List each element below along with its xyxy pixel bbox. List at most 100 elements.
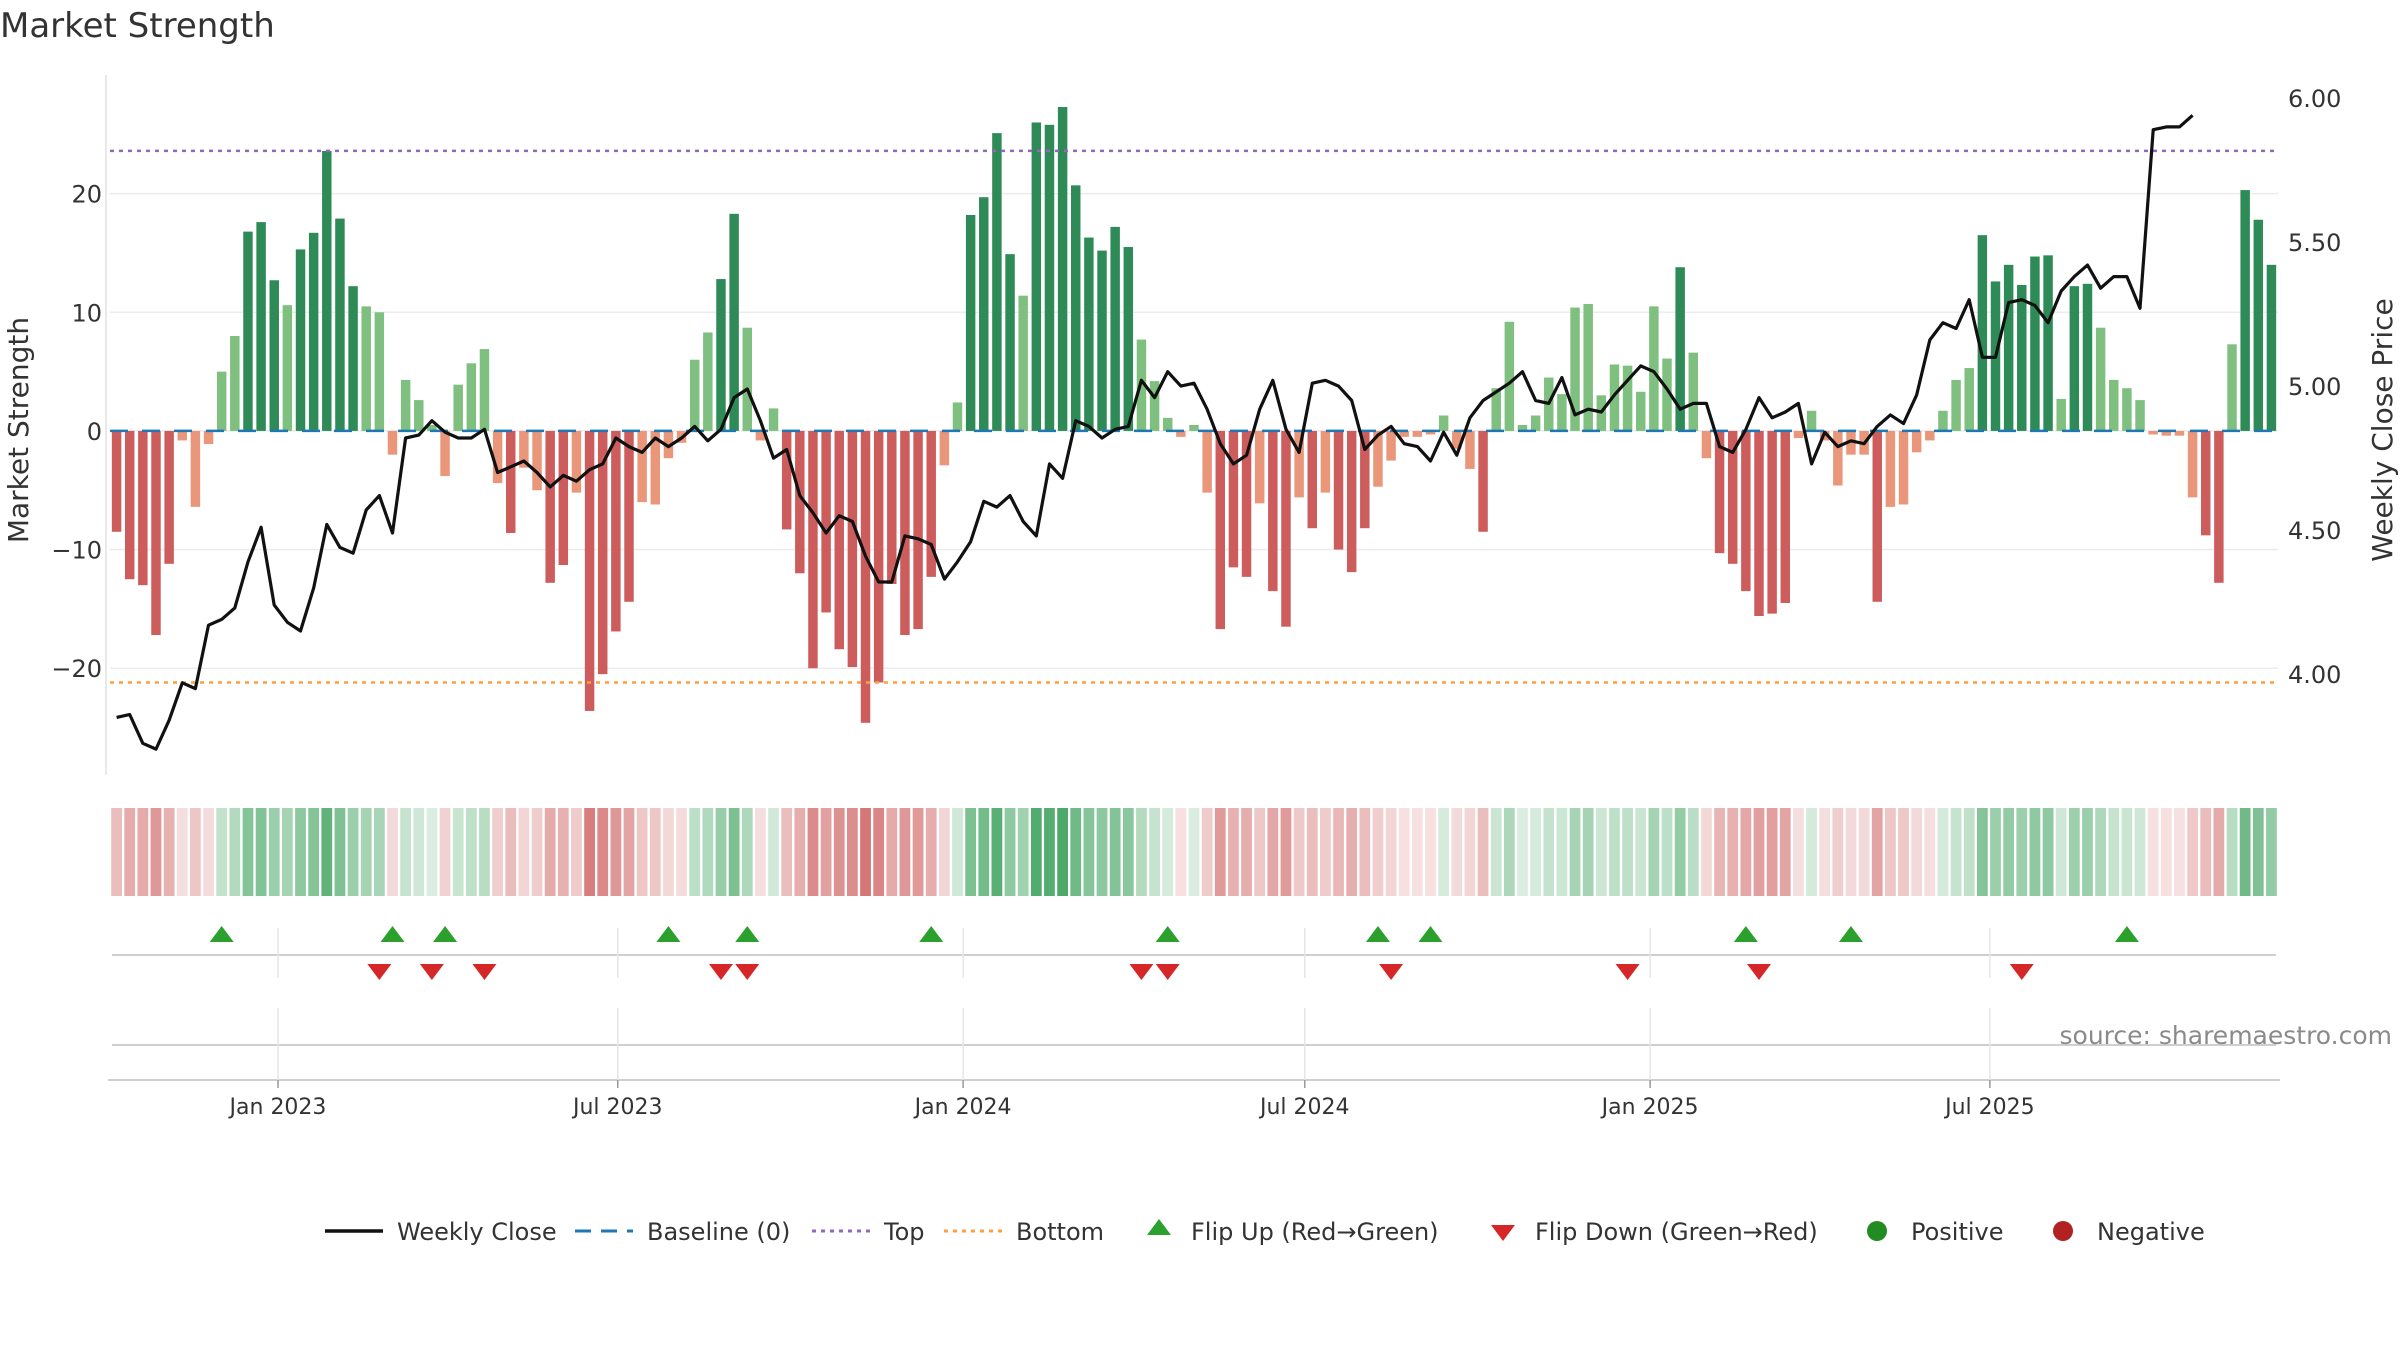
strength-bar [1399, 430, 1409, 437]
heat-cell [846, 808, 858, 896]
heat-cell [978, 808, 990, 896]
strength-bar [1281, 430, 1291, 627]
strength-bar [2148, 430, 2158, 435]
heat-cell [1398, 808, 1410, 896]
heat-cell [2147, 808, 2159, 896]
strength-bar [795, 430, 805, 574]
heat-cell [938, 808, 950, 896]
strength-bar [111, 430, 122, 532]
strength-bar [1254, 430, 1265, 504]
strength-bar [821, 430, 831, 613]
strength-bar [2122, 388, 2132, 431]
heat-cell [1661, 808, 1673, 896]
strength-bar [256, 222, 266, 431]
heat-cell [1674, 808, 1686, 896]
flip-up-marker [1838, 926, 1863, 942]
strength-bar [900, 430, 910, 635]
strength-bar [348, 286, 358, 431]
heat-cell [1162, 808, 1174, 896]
strength-bar [519, 430, 529, 468]
strength-bar [2201, 430, 2211, 536]
flip-down-marker [1379, 964, 1404, 980]
heat-cell [1477, 808, 1489, 896]
strength-bar [1465, 430, 1475, 469]
heat-cell [1858, 808, 1870, 896]
heat-cell [991, 808, 1003, 896]
strength-bar [1649, 306, 1659, 431]
strength-bar [887, 430, 897, 584]
heat-cell [1950, 808, 1962, 896]
legend-label-flip-down: Flip Down (Green→Red) [1535, 1218, 1818, 1246]
heat-cell [925, 808, 937, 896]
strength-bar [414, 400, 424, 431]
strength-bar [2095, 327, 2106, 431]
heat-cell [137, 808, 149, 896]
strength-bar [716, 279, 726, 431]
heat-cell [1241, 808, 1252, 896]
heat-cell [321, 808, 333, 896]
heat-cell [2239, 808, 2251, 896]
strength-bar [1636, 391, 1646, 431]
strength-bar [1320, 430, 1331, 493]
heat-cell [610, 808, 622, 896]
heat-cell [873, 808, 885, 896]
heat-cell [768, 808, 779, 896]
heat-cell [2121, 808, 2133, 896]
heat-cell [281, 808, 293, 896]
heat-cell [334, 808, 346, 896]
heat-cell [1096, 808, 1108, 896]
strength-bar [1964, 368, 1974, 431]
strength-bar [1005, 254, 1015, 431]
heat-cell [347, 808, 359, 896]
chart-legend: Weekly Close Baseline (0) Top Bottom Flip Up… [325, 1218, 2205, 1246]
strength-bar [506, 430, 516, 533]
legend-swatch-flip-down [1491, 1225, 1515, 1241]
heat-cell [1030, 808, 1042, 896]
heat-cell [676, 808, 687, 896]
heat-cell [1451, 808, 1463, 896]
strength-bar [1583, 303, 1593, 431]
strength-bar [1346, 430, 1357, 573]
heat-cell [1044, 808, 1055, 896]
heat-cell [820, 808, 832, 896]
heat-cell [111, 808, 122, 896]
heat-cell [912, 808, 924, 896]
heat-cell [176, 808, 188, 896]
axes: 20 10 0 −10 −20 6.00 5.50 5.00 4.50 4.00 Jan 2023 J… [51, 75, 2341, 1120]
strength-bar [834, 430, 844, 650]
heat-cell [1766, 808, 1778, 896]
heat-cell [584, 808, 595, 896]
x-tick-label: Jan 2023 [228, 1095, 327, 1120]
strength-bar [1675, 267, 1685, 431]
heat-cell [1806, 808, 1817, 896]
heat-cell [1595, 808, 1607, 896]
strength-bar [2227, 344, 2237, 431]
flip-down-marker [472, 964, 497, 980]
heat-cell [439, 808, 451, 896]
legend-swatch-flip-up [1147, 1219, 1171, 1235]
strength-bar [440, 430, 450, 477]
strength-bar [979, 197, 989, 431]
strength-bar [374, 312, 385, 431]
strength-bar [1202, 430, 1212, 493]
strength-bar [2174, 430, 2185, 436]
legend-swatch-negative [2053, 1221, 2073, 1241]
flip-down-marker [1746, 964, 1771, 980]
legend-label-weekly-close: Weekly Close [397, 1218, 557, 1246]
heat-cell [1687, 808, 1699, 896]
heat-cell [899, 808, 911, 896]
heat-cell [1845, 808, 1857, 896]
heat-cell [1425, 808, 1436, 896]
heat-cell [1464, 808, 1476, 896]
heat-cell [1556, 808, 1568, 896]
strength-bar [1228, 430, 1239, 568]
flip-up-marker [1418, 926, 1443, 942]
heat-cell [1109, 808, 1121, 896]
strength-bar [1688, 352, 1699, 431]
strength-bar [1110, 226, 1120, 431]
strength-bar [1268, 430, 1278, 592]
reference-lines [110, 149, 2278, 684]
strength-bar [558, 430, 569, 565]
strength-bar [1176, 430, 1186, 437]
strength-bar [2043, 255, 2053, 431]
